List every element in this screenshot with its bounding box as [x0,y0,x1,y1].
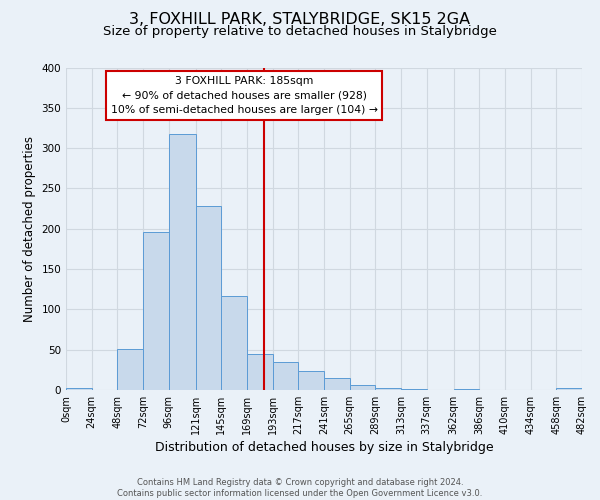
Bar [272,362,298,390]
Bar [556,388,582,390]
Bar [118,349,143,390]
Bar [247,354,272,390]
Y-axis label: Number of detached properties: Number of detached properties [23,136,36,322]
Bar [169,134,196,390]
Bar [143,232,169,390]
Bar [196,206,221,390]
Text: Contains HM Land Registry data © Crown copyright and database right 2024.
Contai: Contains HM Land Registry data © Crown c… [118,478,482,498]
Bar [324,378,350,390]
Bar [66,388,92,390]
Text: 3, FOXHILL PARK, STALYBRIDGE, SK15 2GA: 3, FOXHILL PARK, STALYBRIDGE, SK15 2GA [130,12,470,28]
X-axis label: Distribution of detached houses by size in Stalybridge: Distribution of detached houses by size … [155,441,493,454]
Bar [221,296,247,390]
Text: Size of property relative to detached houses in Stalybridge: Size of property relative to detached ho… [103,25,497,38]
Bar [454,389,479,390]
Bar [350,385,376,390]
Bar [376,388,401,390]
Bar [298,370,324,390]
Text: 3 FOXHILL PARK: 185sqm
← 90% of detached houses are smaller (928)
10% of semi-de: 3 FOXHILL PARK: 185sqm ← 90% of detached… [110,76,377,115]
Bar [401,389,427,390]
